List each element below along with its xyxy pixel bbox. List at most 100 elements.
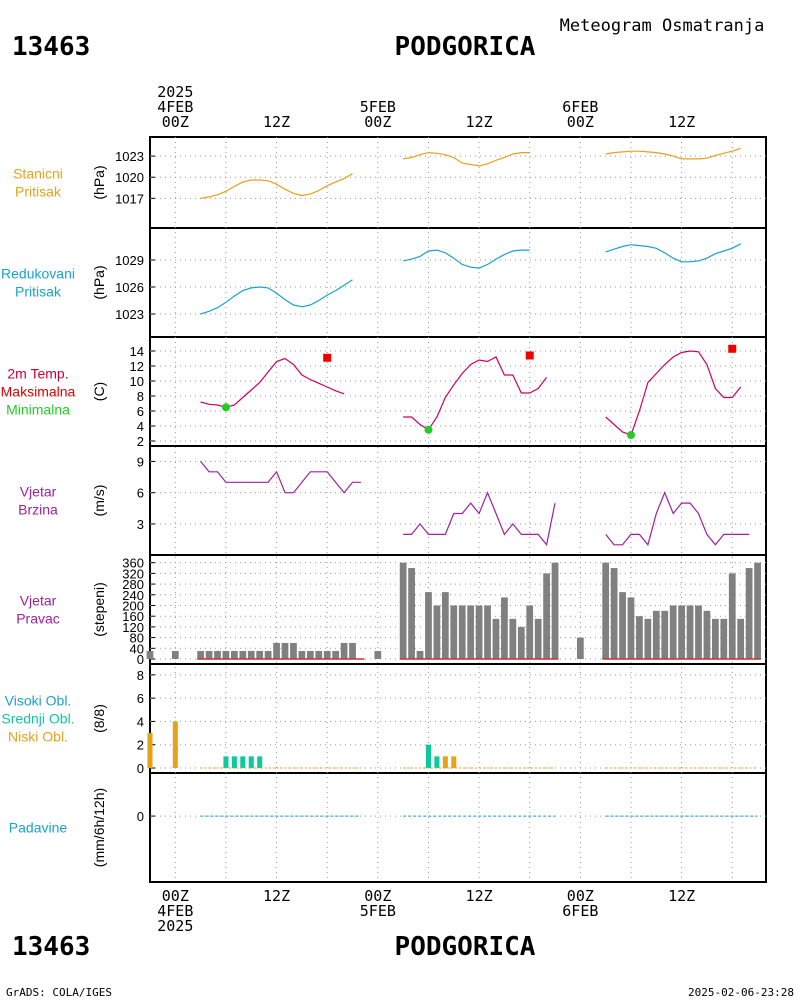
time-label-bottom: 12Z [263, 887, 290, 905]
wind-direction-bar [450, 605, 458, 659]
wind-direction-bar [576, 637, 584, 659]
y-tick-label: 1029 [115, 253, 144, 268]
cloud-bar [172, 721, 178, 768]
time-label-top: 12Z [466, 113, 493, 131]
wind-direction-bar [197, 650, 205, 659]
wind-direction-bar [636, 616, 643, 659]
wind-direction-bar [551, 562, 559, 659]
wind-direction-bar [517, 626, 525, 659]
wind-direction-bar [619, 592, 626, 659]
y-tick-label: 320 [122, 566, 144, 581]
y-tick-label: 6 [137, 691, 144, 706]
cloud-bar [451, 756, 457, 768]
time-label-bottom: 00Z [567, 887, 594, 905]
wind-direction-bar [171, 650, 179, 659]
temperature-line [403, 356, 548, 431]
timestamp: 2025-02-06-23:28 [688, 986, 794, 999]
cloud-bar [223, 756, 229, 768]
panel-unit-clouds: (8/8) [91, 704, 107, 733]
y-tick-label: 0 [137, 652, 144, 667]
wind-direction-bar [644, 618, 652, 659]
station-pressure-line [605, 147, 741, 160]
y-tick-label: 1023 [115, 149, 144, 164]
panel-label-clouds: Srednji Obl. [1, 711, 74, 727]
wind-direction-bar [425, 592, 432, 659]
wind-direction-bar [205, 650, 213, 659]
station-pressure-line [403, 151, 530, 167]
wind-speed-line [200, 461, 361, 494]
wind-direction-bar [509, 618, 517, 659]
time-label-top: 12Z [668, 113, 695, 131]
time-label-top: 5FEB [360, 98, 396, 116]
y-tick-label: 120 [122, 620, 144, 635]
y-tick-label: 80 [130, 631, 144, 646]
panel-frame-3 [149, 336, 767, 447]
wind-direction-bar [332, 650, 340, 659]
cloud-bar [257, 756, 263, 768]
wind-direction-bar [728, 573, 736, 659]
panel-label-wind_speed: Brzina [18, 502, 58, 518]
wind-direction-bar [745, 568, 753, 659]
min-temp-marker [221, 403, 230, 412]
y-tick-label: 8 [137, 389, 144, 404]
cloud-bar [425, 744, 431, 768]
wind-direction-bar [703, 610, 711, 659]
time-label-top: 00Z [364, 113, 391, 131]
min-temp-marker [424, 425, 433, 434]
credit: GrADS: COLA/IGES [6, 986, 112, 999]
y-tick-label: 0 [137, 809, 144, 824]
time-label-bottom: 5FEB [360, 902, 396, 920]
cloud-bar [248, 756, 254, 768]
panel-label-wind_direction: Pravac [16, 611, 60, 627]
time-label-bottom: 12Z [466, 887, 493, 905]
panel-label-clouds: Niski Obl. [8, 729, 68, 745]
time-label-bottom: 2025 [157, 917, 193, 935]
time-label-top: 6FEB [562, 98, 598, 116]
wind-direction-bar [652, 610, 660, 659]
wind-direction-bar [247, 650, 255, 659]
min-temp-marker [626, 431, 635, 439]
y-tick-label: 1020 [115, 170, 144, 185]
y-tick-label: 2 [137, 738, 144, 753]
cloud-bar [240, 756, 246, 768]
temperature-line [200, 357, 345, 408]
y-tick-label: 6 [137, 404, 144, 419]
panel-label-temperature: Minimalna [6, 402, 70, 418]
reduced-pressure-line [403, 249, 530, 269]
wind-direction-bar [534, 618, 542, 659]
y-tick-label: 1017 [115, 191, 144, 206]
panel-unit-temperature: (C) [91, 382, 107, 401]
y-tick-label: 14 [130, 344, 144, 359]
wind-direction-bar [416, 650, 424, 659]
wind-direction-bar [678, 605, 685, 659]
wind-direction-bar [484, 605, 491, 659]
max-temp-marker [525, 351, 534, 360]
panel-frame-2 [149, 227, 767, 338]
y-tick-label: 8 [137, 668, 144, 683]
wind-direction-bar [458, 605, 466, 659]
panel-label-station_pressure: Stanicni [13, 166, 63, 182]
y-tick-label: 40 [130, 641, 144, 656]
max-temp-marker [728, 344, 737, 353]
wind-direction-bar [433, 605, 441, 659]
panel-unit-station_pressure: (hPa) [91, 165, 107, 199]
reduced-pressure-line [200, 279, 353, 315]
cloud-bar [147, 733, 153, 768]
y-tick-label: 0 [137, 761, 144, 776]
wind-direction-bar [214, 650, 221, 659]
temperature-line [605, 350, 742, 436]
wind-direction-bar [239, 650, 247, 659]
station-id-bottom: 13463 [12, 932, 90, 962]
wind-direction-bar [686, 605, 694, 659]
wind-direction-bar [467, 605, 475, 659]
wind-direction-bar [602, 562, 610, 659]
wind-direction-bar [526, 605, 534, 659]
wind-direction-bar [475, 605, 483, 659]
cloud-bar [231, 756, 237, 768]
panel-label-reduced_pressure: Pritisak [15, 284, 62, 300]
station-name-bottom: PODGORICA [395, 932, 536, 962]
panel-label-wind_speed: Vjetar [20, 484, 57, 500]
time-label-top: 4FEB [157, 98, 193, 116]
wind-direction-bar [273, 642, 280, 659]
